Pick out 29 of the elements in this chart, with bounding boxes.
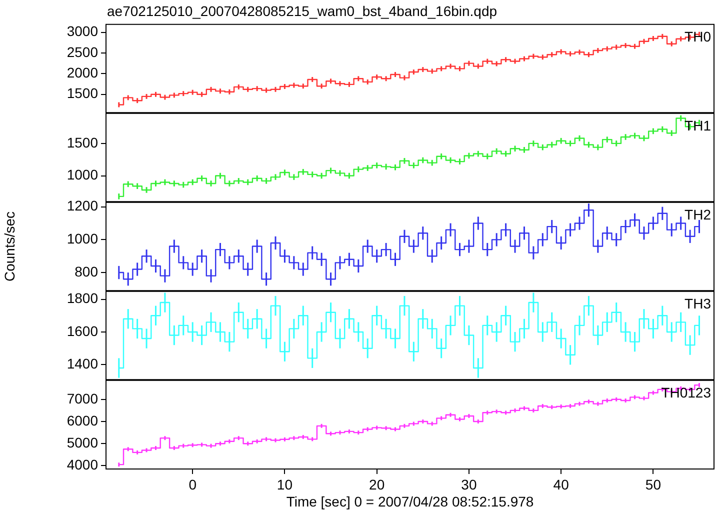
annotation: TH3 [684, 295, 712, 312]
y-tick-label: 2000 [66, 64, 98, 81]
y-axis-title: Counts/sec [1, 211, 18, 282]
x-tick-label: 0 [188, 476, 197, 492]
x-tick-label: 20 [369, 476, 385, 492]
y-tick-label: 1000 [66, 230, 98, 247]
y-tick-label: 1500 [66, 134, 98, 150]
annotation: TH0123 [661, 384, 712, 400]
y-tick-label: 5000 [66, 434, 98, 450]
annotation: TH2 [684, 206, 712, 222]
y-tick-label: 4000 [66, 456, 98, 473]
y-tick-label: 6000 [66, 412, 98, 428]
y-tick-label: 7000 [66, 390, 98, 406]
y-tick-label: 1000 [66, 166, 98, 183]
x-tick-label: 50 [645, 476, 662, 492]
y-tick-label: 800 [74, 263, 98, 280]
chart-title: ae702125010_20070428085215_wam0_bst_4band_16bin.qdp [106, 2, 498, 21]
x-tick-label: 30 [461, 476, 477, 492]
x-tick-label: 10 [276, 476, 293, 492]
y-tick-label: 1200 [66, 198, 98, 214]
y-tick-label: 1400 [66, 356, 98, 372]
y-tick-label: 2500 [66, 44, 98, 60]
annotation: TH0 [684, 28, 712, 44]
x-tick-label: 40 [553, 476, 570, 492]
y-tick-label: 3000 [66, 23, 98, 40]
y-tick-label: 1600 [66, 322, 98, 339]
x-axis-title: Time [sec] 0 = 2007/04/28 08:52:15.978 [286, 493, 534, 510]
y-tick-label: 1500 [66, 85, 98, 102]
y-tick-label: 1800 [66, 290, 98, 306]
